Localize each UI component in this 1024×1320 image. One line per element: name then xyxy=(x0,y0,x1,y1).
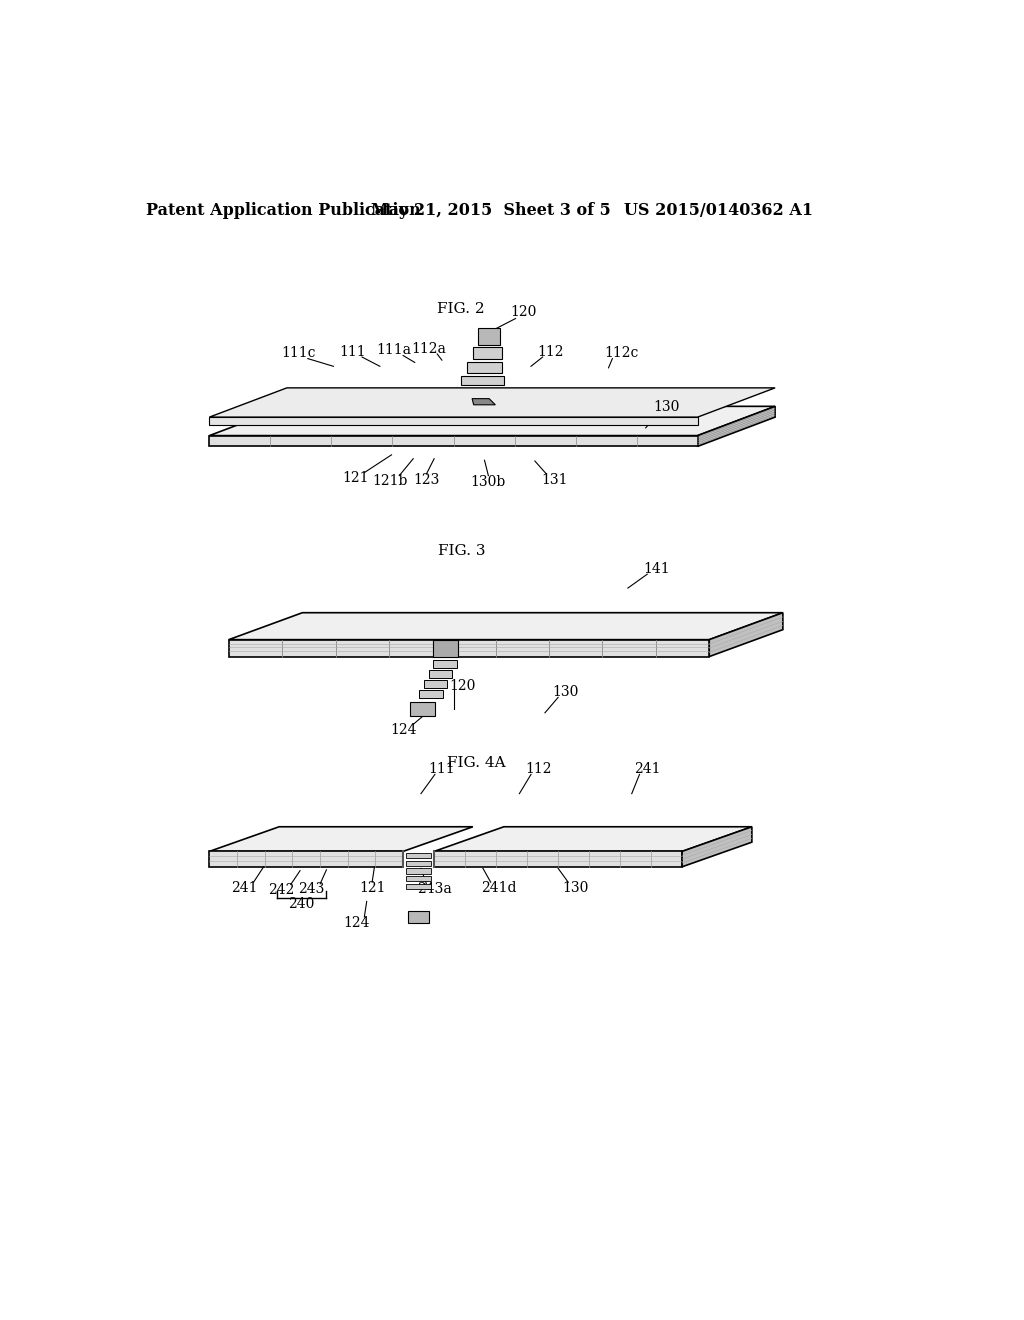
Text: May 21, 2015  Sheet 3 of 5: May 21, 2015 Sheet 3 of 5 xyxy=(371,202,610,219)
Text: 130b: 130b xyxy=(471,475,506,488)
Text: 124: 124 xyxy=(343,916,370,931)
Text: 241d: 241d xyxy=(480,882,516,895)
Polygon shape xyxy=(209,407,775,436)
Polygon shape xyxy=(209,388,775,417)
Polygon shape xyxy=(434,851,682,867)
Text: Patent Application Publication: Patent Application Publication xyxy=(145,202,421,219)
Text: 241: 241 xyxy=(231,880,257,895)
Polygon shape xyxy=(461,376,504,385)
Text: 112a: 112a xyxy=(412,342,446,355)
Polygon shape xyxy=(424,681,447,688)
Text: 243: 243 xyxy=(298,882,325,896)
Polygon shape xyxy=(209,826,473,851)
Text: 111: 111 xyxy=(429,762,456,776)
Text: 240: 240 xyxy=(289,896,314,911)
Text: US 2015/0140362 A1: US 2015/0140362 A1 xyxy=(624,202,813,219)
Polygon shape xyxy=(410,702,435,715)
Text: 123: 123 xyxy=(414,474,439,487)
Text: 131: 131 xyxy=(541,474,567,487)
Text: 130: 130 xyxy=(563,882,589,895)
Text: FIG. 2: FIG. 2 xyxy=(437,301,485,315)
Text: 130: 130 xyxy=(553,685,579,700)
Text: 242: 242 xyxy=(268,883,295,896)
Polygon shape xyxy=(228,612,783,640)
Polygon shape xyxy=(209,851,403,867)
Polygon shape xyxy=(429,671,452,678)
Text: FIG. 3: FIG. 3 xyxy=(437,544,485,558)
Polygon shape xyxy=(478,327,500,345)
Polygon shape xyxy=(408,911,429,923)
Text: 111c: 111c xyxy=(282,346,315,360)
Polygon shape xyxy=(697,407,775,446)
Text: 121b: 121b xyxy=(373,474,408,488)
Text: 130: 130 xyxy=(653,400,680,414)
Text: 112c: 112c xyxy=(604,346,639,360)
Polygon shape xyxy=(710,612,783,656)
Polygon shape xyxy=(433,660,457,668)
Polygon shape xyxy=(228,640,710,656)
Polygon shape xyxy=(682,826,752,867)
Polygon shape xyxy=(473,347,503,359)
Text: 121: 121 xyxy=(358,882,385,895)
Text: 120: 120 xyxy=(510,305,537,319)
Polygon shape xyxy=(209,436,697,446)
Polygon shape xyxy=(420,690,442,698)
Polygon shape xyxy=(467,363,503,374)
Text: FIG. 4A: FIG. 4A xyxy=(447,756,506,770)
Text: 111a: 111a xyxy=(377,343,412,358)
Polygon shape xyxy=(209,417,697,425)
Polygon shape xyxy=(407,876,431,882)
Text: 121: 121 xyxy=(342,471,369,484)
Text: 241: 241 xyxy=(634,762,660,776)
Polygon shape xyxy=(433,640,458,656)
Polygon shape xyxy=(407,861,431,866)
Polygon shape xyxy=(407,884,431,890)
Text: 111: 111 xyxy=(339,346,366,359)
Text: 124: 124 xyxy=(390,723,417,737)
Polygon shape xyxy=(407,853,431,858)
Text: 112: 112 xyxy=(525,762,552,776)
Text: 243a: 243a xyxy=(417,882,452,896)
Polygon shape xyxy=(434,826,752,851)
Text: 120: 120 xyxy=(450,678,476,693)
Polygon shape xyxy=(407,869,431,874)
Polygon shape xyxy=(472,399,496,405)
Text: 141: 141 xyxy=(643,562,670,576)
Text: 112: 112 xyxy=(538,345,563,359)
